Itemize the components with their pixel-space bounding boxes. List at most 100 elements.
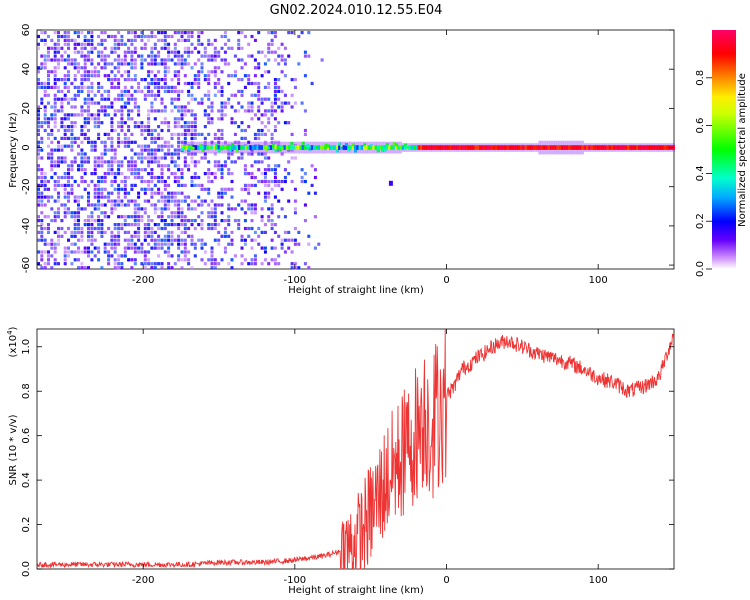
band-cell xyxy=(645,145,648,150)
noise-cell xyxy=(263,85,267,89)
noise-cell xyxy=(67,172,70,176)
noise-cell xyxy=(117,226,121,231)
noise-cell xyxy=(223,160,227,164)
noise-cell xyxy=(190,223,194,227)
noise-cell xyxy=(177,81,181,86)
noise-cell xyxy=(217,223,221,227)
noise-cell xyxy=(193,160,197,164)
noise-cell xyxy=(103,38,107,42)
band-blob xyxy=(351,143,355,147)
noise-cell xyxy=(133,125,137,129)
noise-cell xyxy=(77,250,80,254)
noise-cell xyxy=(243,187,247,191)
noise-cell xyxy=(63,175,67,180)
noise-cell xyxy=(167,148,171,152)
noise-cell xyxy=(310,81,314,86)
noise-cell xyxy=(170,85,174,89)
noise-cell xyxy=(53,215,57,219)
noise-cell xyxy=(163,109,167,113)
band-cell xyxy=(556,145,559,150)
noise-cell xyxy=(97,156,101,160)
noise-cell xyxy=(147,125,151,129)
noise-cell xyxy=(210,172,214,176)
noise-cell xyxy=(73,113,77,117)
noise-cell xyxy=(200,242,204,246)
noise-cell xyxy=(223,50,227,54)
band-cell xyxy=(652,145,655,150)
noise-cell xyxy=(103,58,107,62)
noise-cell xyxy=(163,38,167,42)
band-cell xyxy=(431,145,434,150)
noise-cell xyxy=(57,164,60,168)
spectrogram-ytick-label: 40 xyxy=(21,63,32,76)
noise-cell xyxy=(200,42,204,46)
noise-cell xyxy=(293,78,297,82)
band-cell xyxy=(410,145,414,150)
noise-cell xyxy=(217,66,221,70)
band-cell xyxy=(319,145,323,150)
noise-cell xyxy=(63,117,67,121)
band-cell xyxy=(447,145,450,150)
band-cell xyxy=(445,145,448,150)
noise-cell xyxy=(157,125,161,129)
noise-cell xyxy=(213,81,217,86)
noise-cell xyxy=(303,132,307,136)
noise-cell xyxy=(183,195,187,199)
noise-cell xyxy=(133,121,137,125)
noise-cell xyxy=(37,191,40,195)
noise-cell xyxy=(193,183,197,187)
noise-cell xyxy=(260,246,264,250)
noise-cell xyxy=(253,175,257,180)
noise-cell xyxy=(130,140,134,144)
noise-cell xyxy=(157,215,161,219)
noise-cell xyxy=(50,132,54,136)
noise-cell xyxy=(130,246,134,250)
noise-cell xyxy=(260,230,264,234)
noise-cell xyxy=(303,109,307,113)
noise-cell xyxy=(167,223,171,227)
noise-cell xyxy=(53,46,57,50)
noise-cell xyxy=(180,258,184,262)
noise-cell xyxy=(120,128,124,133)
noise-cell xyxy=(157,81,161,86)
band-cell xyxy=(540,145,543,150)
noise-cell xyxy=(183,132,187,136)
noise-cell xyxy=(110,70,114,74)
noise-cell xyxy=(200,187,204,191)
noise-cell xyxy=(160,207,164,211)
noise-cell xyxy=(113,113,117,117)
noise-cell xyxy=(97,207,101,211)
noise-cell xyxy=(147,187,151,191)
noise-cell xyxy=(43,266,47,270)
noise-cell xyxy=(150,172,154,176)
noise-cell xyxy=(250,246,254,250)
band-cell xyxy=(533,145,537,150)
noise-cell xyxy=(97,219,101,223)
noise-cell xyxy=(187,62,191,66)
noise-cell xyxy=(177,199,181,203)
noise-cell xyxy=(187,81,191,86)
noise-cell xyxy=(260,128,264,133)
noise-cell xyxy=(117,85,121,89)
noise-cell xyxy=(97,230,101,234)
noise-cell xyxy=(110,164,114,168)
noise-cell xyxy=(63,172,67,176)
noise-cell xyxy=(137,223,141,227)
noise-cell xyxy=(257,136,261,140)
noise-cell xyxy=(160,211,164,215)
noise-cell xyxy=(83,172,87,176)
band-cell xyxy=(228,145,232,150)
noise-cell xyxy=(107,226,111,231)
noise-cell xyxy=(227,262,231,266)
band-cell xyxy=(624,145,628,150)
noise-cell xyxy=(217,50,221,54)
noise-cell xyxy=(83,101,87,105)
noise-cell xyxy=(133,211,137,215)
band-cell xyxy=(613,145,616,150)
noise-cell xyxy=(177,179,181,184)
noise-cell xyxy=(70,113,74,117)
noise-cell xyxy=(183,242,187,246)
noise-cell xyxy=(233,109,237,113)
noise-cell xyxy=(183,226,187,231)
noise-cell xyxy=(167,42,171,46)
